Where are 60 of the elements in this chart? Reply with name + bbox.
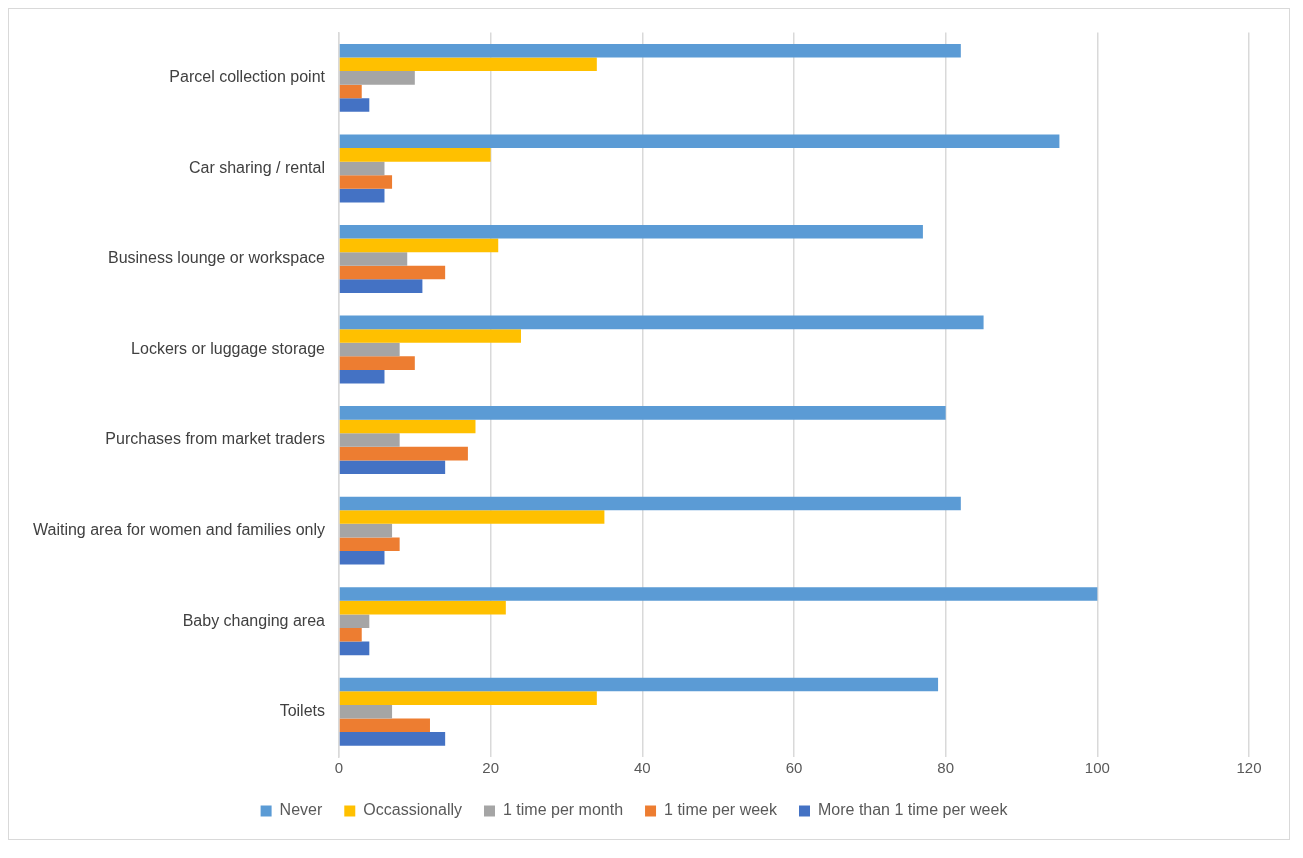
bar: [339, 627, 362, 642]
x-tick-label: 0: [334, 759, 344, 777]
bar: [339, 523, 393, 538]
y-tick-label: Car sharing / rental: [188, 158, 325, 176]
y-tick-label: Toilets: [279, 702, 325, 720]
bar: [339, 732, 446, 746]
bar: [339, 369, 385, 384]
bar: [339, 188, 385, 203]
x-tick-label: 40: [633, 759, 651, 777]
bar: [339, 279, 423, 293]
x-tick-label: 60: [785, 759, 803, 777]
bar: [339, 496, 961, 511]
legend-label: More than 1 time per week: [817, 801, 1009, 819]
bar: [339, 510, 605, 524]
bar: [339, 446, 468, 461]
bar: [339, 43, 961, 58]
bar: [339, 84, 362, 99]
bar: [339, 57, 597, 72]
x-tick-label: 80: [937, 759, 955, 777]
legend-label: 1 time per week: [664, 801, 778, 819]
bar: [339, 600, 506, 615]
bar: [339, 433, 400, 447]
bar: [339, 587, 1098, 601]
bar: [339, 252, 408, 266]
y-tick-label: Parcel collection point: [169, 68, 326, 86]
bar: [339, 175, 393, 189]
bar: [339, 614, 370, 628]
bar: [339, 537, 400, 551]
bar: [339, 641, 370, 656]
bar: [339, 148, 491, 162]
bar: [339, 315, 984, 330]
y-tick-label: Baby changing area: [182, 611, 326, 629]
bar: [339, 238, 499, 253]
legend-label: Occassionally: [363, 801, 462, 819]
y-tick-label: Business lounge or workspace: [107, 249, 326, 267]
bar: [339, 161, 385, 176]
y-tick-label: Purchases from market traders: [105, 430, 325, 448]
bar: [339, 406, 946, 420]
bar: [339, 677, 939, 692]
bar: [339, 551, 385, 565]
bar: [339, 718, 430, 733]
bar: [339, 71, 415, 85]
legend-label: Never: [279, 801, 323, 819]
x-tick-label: 120: [1236, 759, 1262, 777]
legend-label: 1 time per month: [502, 801, 624, 819]
bar: [339, 356, 415, 370]
bar: [339, 460, 446, 475]
bar: [339, 329, 521, 343]
y-tick-label: Waiting area for women and families only: [33, 521, 325, 539]
bar: [339, 225, 923, 239]
bar: [339, 265, 446, 280]
bar: [339, 419, 476, 434]
x-tick-label: 20: [482, 759, 499, 777]
bar: [339, 98, 370, 112]
y-tick-label: Lockers or luggage storage: [131, 339, 326, 357]
bar: [339, 691, 597, 705]
x-tick-label: 100: [1084, 759, 1110, 777]
bar: [339, 704, 393, 719]
bar: [339, 134, 1060, 149]
bar: [339, 342, 400, 357]
